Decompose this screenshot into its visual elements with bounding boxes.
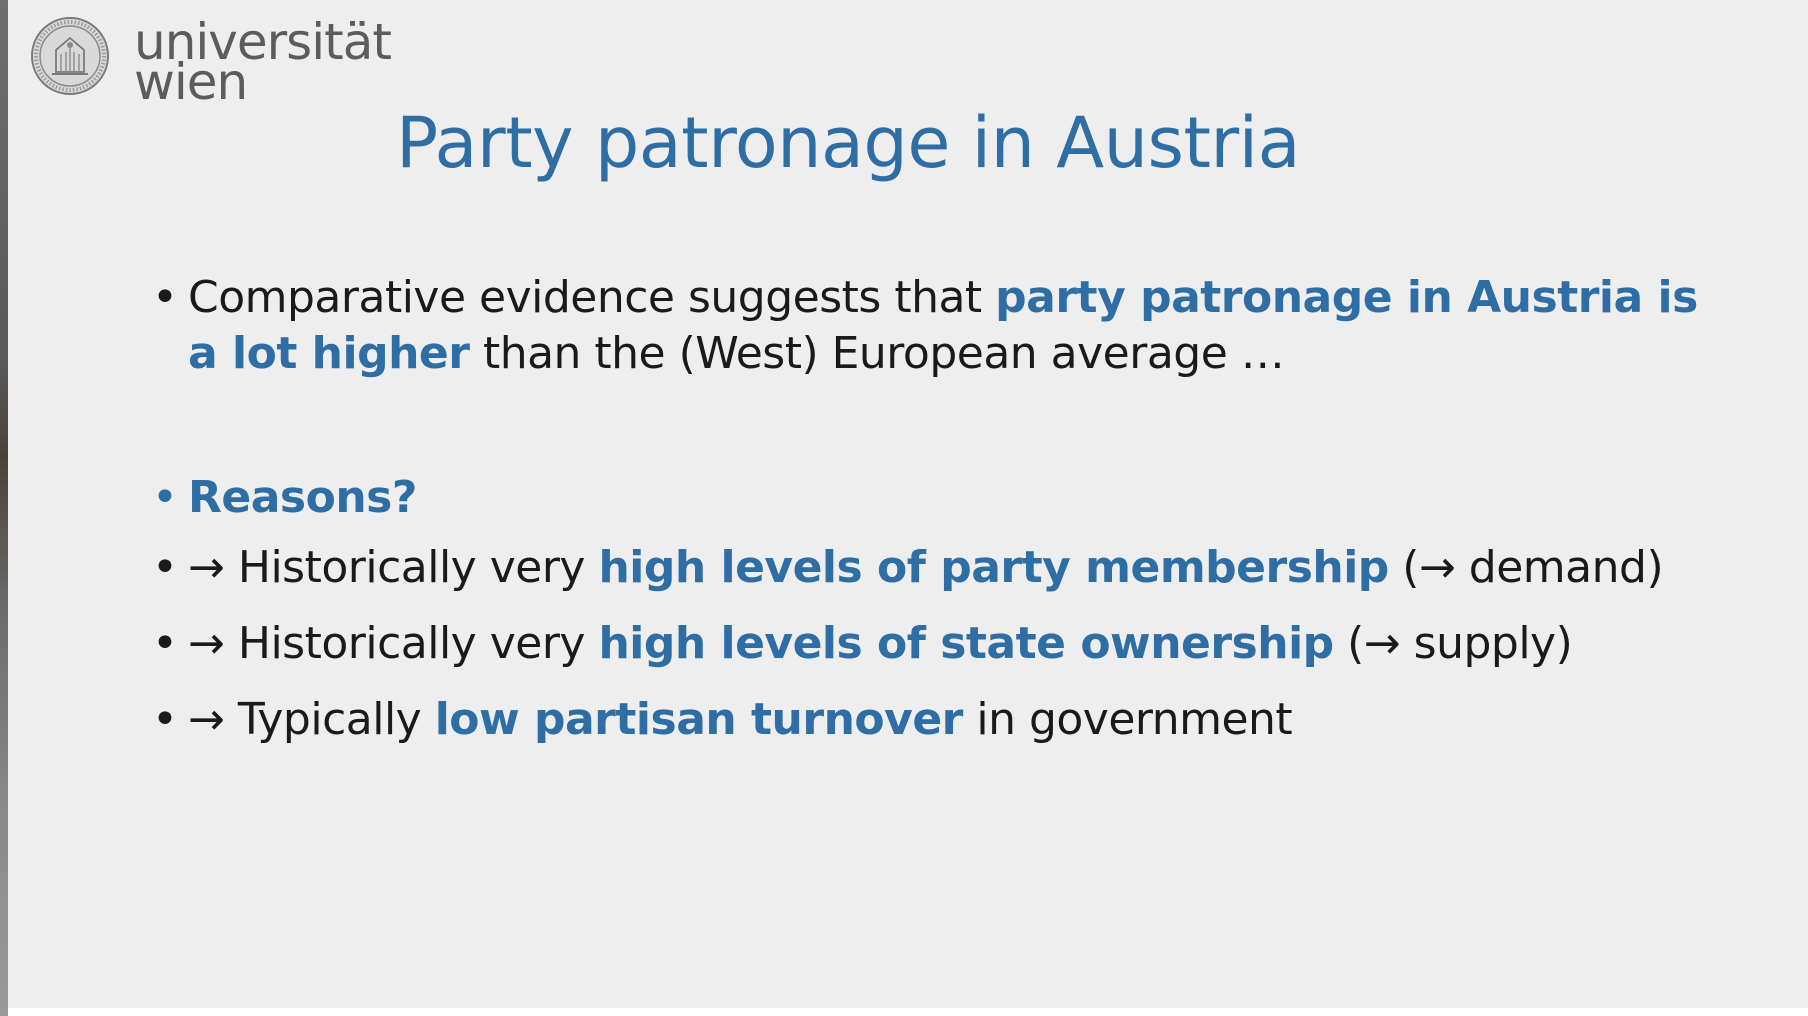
- bullet-highlight: party patronage in Austria is a lot high…: [188, 272, 1698, 379]
- right-arrow-icon: →: [188, 694, 225, 745]
- bullet-highlight: low partisan turnover: [434, 694, 964, 745]
- logo-line-universitaet: universität: [134, 13, 392, 71]
- bullet-text: (→ supply): [1333, 618, 1573, 669]
- university-seal-icon: [31, 17, 109, 95]
- bullet-list: • Comparative evidence suggests that part…: [144, 270, 1704, 758]
- video-edge-strip: [0, 0, 8, 1016]
- logo-line-wien: wien: [134, 53, 248, 111]
- bullet-partisan-turnover: • → Typically low partisan turnover in go…: [144, 682, 1704, 758]
- bullet-dot-icon: •: [152, 618, 178, 669]
- bullet-highlight: high levels of party membership: [598, 542, 1389, 593]
- bullet-highlight: Reasons?: [188, 472, 417, 523]
- logo-wordmark: universität wien: [134, 13, 392, 111]
- bullet-dot-icon: •: [152, 272, 178, 323]
- bullet-text: than the (West) European average …: [469, 328, 1285, 379]
- bullet-text: Comparative evidence suggests that: [188, 272, 996, 323]
- bullet-text: Historically very: [224, 542, 599, 593]
- bullet-highlight: high levels of state ownership: [598, 618, 1334, 669]
- right-arrow-icon: →: [188, 618, 225, 669]
- bullet-dot-icon: •: [152, 472, 178, 523]
- bullet-comparative-evidence: • Comparative evidence suggests that part…: [144, 270, 1704, 382]
- slide-title: Party patronage in Austria: [395, 102, 1301, 184]
- bullet-state-ownership: • → Historically very high levels of stat…: [144, 606, 1704, 682]
- bullet-text: Historically very: [224, 618, 599, 669]
- bullet-reasons: • Reasons?: [144, 466, 1704, 530]
- slide: universität wien Party patronage in Aust…: [8, 0, 1808, 1008]
- university-logo: universität wien: [30, 13, 392, 116]
- right-arrow-icon: →: [188, 542, 225, 593]
- bullet-text: in government: [962, 694, 1293, 745]
- bullet-dot-icon: •: [152, 694, 178, 745]
- bullet-party-membership: • → Historically very high levels of part…: [144, 530, 1704, 606]
- bullet-text: Typically: [224, 694, 435, 745]
- bullet-text: (→ demand): [1388, 542, 1664, 593]
- bullet-dot-icon: •: [152, 542, 178, 593]
